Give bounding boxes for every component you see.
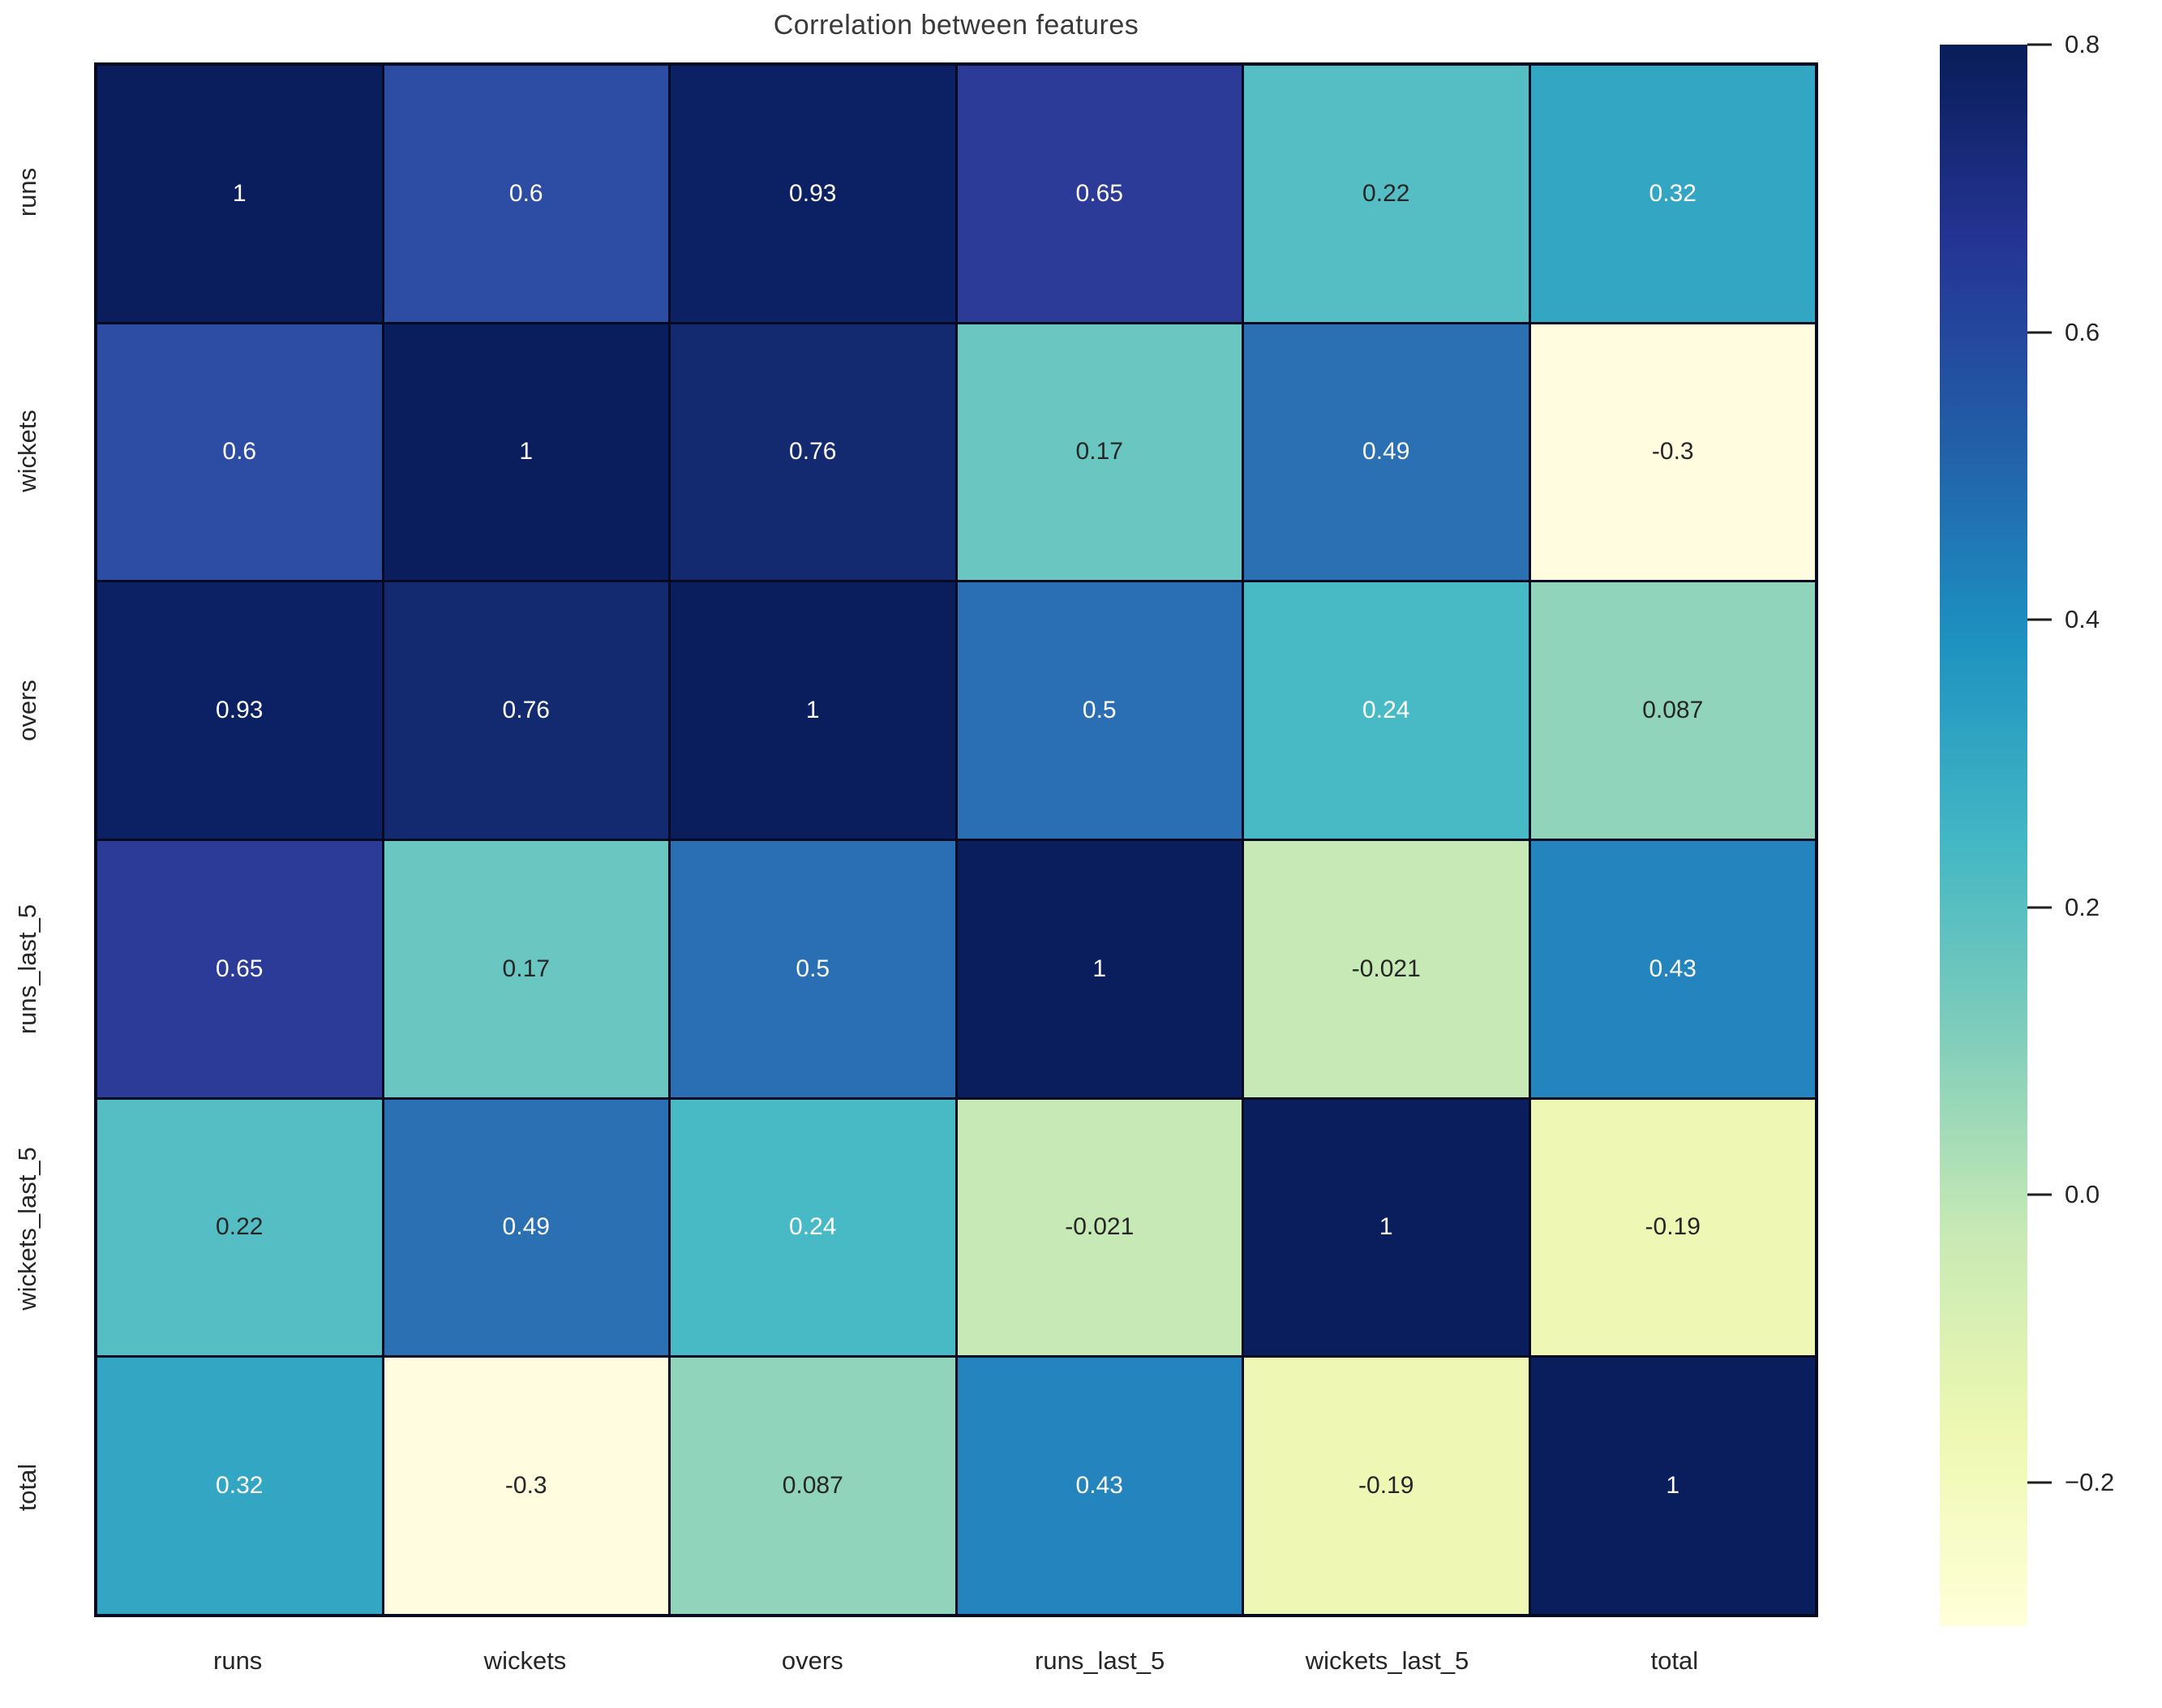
heatmap-cell-runs_last_5-wickets_last_5: -0.021 xyxy=(1244,840,1529,1097)
heatmap-cell-runs-runs: 1 xyxy=(97,66,382,322)
heatmap-cell-total-wickets: -0.3 xyxy=(384,1358,668,1614)
colorbar-tick-mark-0.6 xyxy=(2027,331,2052,334)
heatmap-cell-runs_last_5-overs: 0.5 xyxy=(671,840,955,1097)
x-tick-label-runs_last_5: runs_last_5 xyxy=(1035,1646,1165,1675)
heatmap-cell-wickets_last_5-wickets: 0.49 xyxy=(384,1099,668,1356)
heatmap-cell-wickets_last_5-wickets_last_5: 1 xyxy=(1244,1099,1529,1356)
colorbar-tick-label-0.6: 0.6 xyxy=(2065,317,2100,346)
heatmap-cell-total-runs_last_5: 0.43 xyxy=(957,1358,1242,1614)
heatmap-cell-runs_last_5-runs_last_5: 1 xyxy=(957,840,1242,1097)
heatmap-cell-wickets-total: -0.3 xyxy=(1530,324,1815,581)
x-tick-label-overs: overs xyxy=(781,1646,843,1675)
colorbar-tick-label-−0.2: −0.2 xyxy=(2065,1467,2115,1496)
colorbar-tick-mark-−0.2 xyxy=(2027,1481,2052,1484)
y-tick-label-total: total xyxy=(13,1463,41,1512)
heatmap-cell-runs-wickets_last_5: 0.22 xyxy=(1244,66,1529,322)
colorbar-tick-mark-0.2 xyxy=(2027,906,2052,909)
heatmap-cell-runs-total: 0.32 xyxy=(1530,66,1815,322)
heatmap-cell-runs_last_5-total: 0.43 xyxy=(1530,840,1815,1097)
heatmap-cell-wickets_last_5-total: -0.19 xyxy=(1530,1099,1815,1356)
heatmap-cell-total-total: 1 xyxy=(1530,1358,1815,1614)
y-tick-label-wickets_last_5: wickets_last_5 xyxy=(13,1146,41,1311)
heatmap-cell-wickets-wickets_last_5: 0.49 xyxy=(1244,324,1529,581)
heatmap-cell-overs-wickets: 0.76 xyxy=(384,582,668,839)
colorbar-tick-mark-0.0 xyxy=(2027,1193,2052,1196)
heatmap-cell-runs_last_5-runs: 0.65 xyxy=(97,840,382,1097)
colorbar-tick-mark-0.8 xyxy=(2027,43,2052,46)
heatmap-cell-runs-runs_last_5: 0.65 xyxy=(957,66,1242,322)
heatmap-cell-wickets-overs: 0.76 xyxy=(671,324,955,581)
heatmap-cell-overs-runs_last_5: 0.5 xyxy=(957,582,1242,839)
heatmap-cell-overs-total: 0.087 xyxy=(1530,582,1815,839)
x-tick-label-runs: runs xyxy=(213,1646,263,1675)
y-tick-label-wickets: wickets xyxy=(13,410,41,493)
x-tick-label-wickets: wickets xyxy=(483,1646,567,1675)
heatmap-cell-runs-overs: 0.93 xyxy=(671,66,955,322)
colorbar-tick-label-0.2: 0.2 xyxy=(2065,892,2100,921)
heatmap-cell-overs-runs: 0.93 xyxy=(97,582,382,839)
colorbar-tick-label-0.0: 0.0 xyxy=(2065,1180,2100,1209)
chart-title: Correlation between features xyxy=(773,10,1139,41)
heatmap-cell-wickets-runs_last_5: 0.17 xyxy=(957,324,1242,581)
x-tick-label-total: total xyxy=(1650,1646,1699,1675)
heatmap-cell-total-runs: 0.32 xyxy=(97,1358,382,1614)
heatmap-cell-wickets-runs: 0.6 xyxy=(97,324,382,581)
y-tick-label-runs: runs xyxy=(13,167,41,217)
colorbar-tick-mark-0.4 xyxy=(2027,618,2052,621)
colorbar-tick-label-0.8: 0.8 xyxy=(2065,30,2100,58)
heatmap-cell-overs-wickets_last_5: 0.24 xyxy=(1244,582,1529,839)
y-tick-label-overs: overs xyxy=(13,679,41,741)
heatmap-cell-total-wickets_last_5: -0.19 xyxy=(1244,1358,1529,1614)
heatmap-cell-runs-wickets: 0.6 xyxy=(384,66,668,322)
heatmap-grid: 1 0.6 0.93 0.65 0.22 0.32 0.6 1 0.76 0.17 0.49 -0.3… xyxy=(94,62,1818,1617)
heatmap-cell-total-overs: 0.087 xyxy=(671,1358,955,1614)
heatmap-cell-wickets_last_5-runs_last_5: -0.021 xyxy=(957,1099,1242,1356)
colorbar-tick-label-0.4: 0.4 xyxy=(2065,605,2100,634)
heatmap-cell-wickets_last_5-runs: 0.22 xyxy=(97,1099,382,1356)
heatmap-cell-runs_last_5-wickets: 0.17 xyxy=(384,840,668,1097)
heatmap-cell-overs-overs: 1 xyxy=(671,582,955,839)
heatmap-cell-wickets_last_5-overs: 0.24 xyxy=(671,1099,955,1356)
x-tick-label-wickets_last_5: wickets_last_5 xyxy=(1305,1646,1469,1675)
y-tick-label-runs_last_5: runs_last_5 xyxy=(13,904,41,1035)
colorbar-gradient xyxy=(1940,45,2027,1626)
heatmap-cell-wickets-wickets: 1 xyxy=(384,324,668,581)
